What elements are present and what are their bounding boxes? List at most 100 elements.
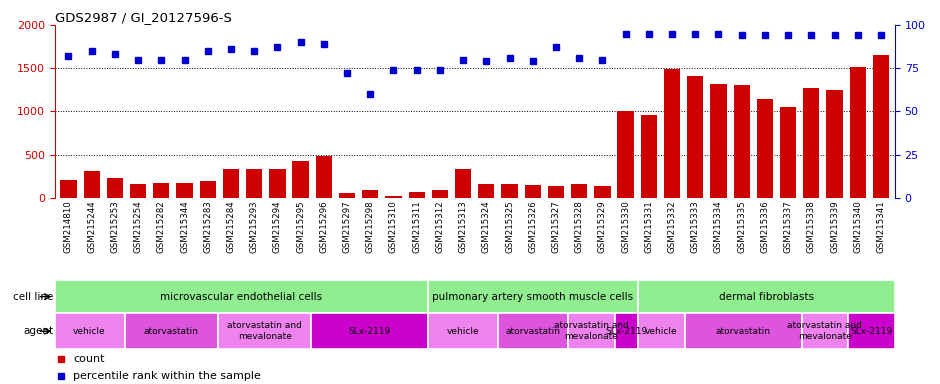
Text: atorvastatin: atorvastatin [506, 327, 560, 336]
Text: atorvastatin and
mevalonate: atorvastatin and mevalonate [227, 321, 302, 341]
Text: GSM215338: GSM215338 [807, 200, 816, 253]
Bar [548, 186, 564, 198]
Bar [687, 76, 703, 198]
Text: GSM215324: GSM215324 [482, 200, 491, 253]
Text: GSM215283: GSM215283 [203, 200, 212, 253]
Text: atorvastatin and
mevalonate: atorvastatin and mevalonate [788, 321, 862, 341]
Text: GSM215340: GSM215340 [854, 200, 862, 253]
Text: GSM215326: GSM215326 [528, 200, 538, 253]
Text: GSM215329: GSM215329 [598, 200, 607, 253]
Bar [311, 313, 428, 349]
Bar [615, 313, 638, 349]
Bar [55, 313, 124, 349]
Text: GSM215313: GSM215313 [459, 200, 467, 253]
Bar [850, 67, 866, 198]
Text: GSM215296: GSM215296 [320, 200, 328, 253]
Bar [431, 190, 448, 198]
Bar [246, 169, 262, 198]
Text: cell line: cell line [13, 291, 54, 302]
Text: GSM215297: GSM215297 [342, 200, 352, 253]
Bar [803, 88, 820, 198]
Bar [153, 183, 169, 198]
Text: GSM215332: GSM215332 [667, 200, 677, 253]
Text: microvascular endothelial cells: microvascular endothelial cells [160, 291, 322, 302]
Text: GSM215284: GSM215284 [227, 200, 235, 253]
Bar [498, 313, 568, 349]
Text: GSM215328: GSM215328 [574, 200, 584, 253]
Text: percentile rank within the sample: percentile rank within the sample [73, 371, 261, 381]
Text: GSM215333: GSM215333 [691, 200, 699, 253]
Text: GDS2987 / GI_20127596-S: GDS2987 / GI_20127596-S [55, 11, 231, 24]
Bar [802, 313, 848, 349]
Text: GSM214810: GSM214810 [64, 200, 73, 253]
Text: vehicle: vehicle [73, 327, 106, 336]
Text: GSM215334: GSM215334 [714, 200, 723, 253]
Text: atorvastatin: atorvastatin [144, 327, 198, 336]
Text: vehicle: vehicle [645, 327, 678, 336]
Text: SLx-2119: SLx-2119 [851, 327, 893, 336]
Bar [385, 195, 401, 198]
Text: GSM215325: GSM215325 [505, 200, 514, 253]
Bar [362, 190, 379, 198]
Bar [292, 161, 308, 198]
Text: GSM215341: GSM215341 [876, 200, 885, 253]
Text: GSM215293: GSM215293 [250, 200, 258, 253]
Bar [848, 313, 895, 349]
Bar [525, 185, 540, 198]
Bar [130, 184, 147, 198]
Text: GSM215331: GSM215331 [644, 200, 653, 253]
Bar [594, 186, 610, 198]
Bar [478, 184, 494, 198]
Bar [501, 184, 518, 198]
Bar [269, 169, 286, 198]
Text: GSM215335: GSM215335 [737, 200, 746, 253]
Bar [124, 313, 218, 349]
Text: vehicle: vehicle [446, 327, 479, 336]
Text: agent: agent [24, 326, 54, 336]
Bar [571, 184, 588, 198]
Text: GSM215310: GSM215310 [389, 200, 398, 253]
Bar [60, 180, 76, 198]
Text: GSM215336: GSM215336 [760, 200, 769, 253]
Text: GSM215337: GSM215337 [784, 200, 792, 253]
Bar [826, 90, 842, 198]
Bar [223, 169, 239, 198]
Bar [339, 193, 355, 198]
Bar [55, 280, 428, 313]
Bar [428, 280, 638, 313]
Bar [757, 99, 773, 198]
Text: GSM215327: GSM215327 [552, 200, 560, 253]
Bar [638, 313, 684, 349]
Bar [780, 107, 796, 198]
Bar [733, 86, 750, 198]
Bar [428, 313, 498, 349]
Text: GSM215339: GSM215339 [830, 200, 839, 253]
Text: count: count [73, 354, 104, 364]
Bar [873, 55, 889, 198]
Text: GSM215295: GSM215295 [296, 200, 306, 253]
Text: GSM215298: GSM215298 [366, 200, 375, 253]
Text: GSM215311: GSM215311 [412, 200, 421, 253]
Text: GSM215282: GSM215282 [157, 200, 165, 253]
Bar [664, 69, 681, 198]
Text: GSM215254: GSM215254 [133, 200, 143, 253]
Bar [455, 169, 471, 198]
Bar [638, 280, 895, 313]
Text: atorvastatin and
mevalonate: atorvastatin and mevalonate [554, 321, 629, 341]
Bar [177, 183, 193, 198]
Bar [641, 115, 657, 198]
Bar [107, 178, 123, 198]
Text: dermal fibroblasts: dermal fibroblasts [719, 291, 814, 302]
Text: GSM215253: GSM215253 [110, 200, 119, 253]
Bar [199, 181, 216, 198]
Text: GSM215294: GSM215294 [273, 200, 282, 253]
Text: SLx-2119: SLx-2119 [349, 327, 391, 336]
Bar [568, 313, 615, 349]
Bar [84, 170, 100, 198]
Bar [316, 156, 332, 198]
Bar [618, 111, 634, 198]
Text: GSM215344: GSM215344 [180, 200, 189, 253]
Text: atorvastatin: atorvastatin [715, 327, 771, 336]
Bar [218, 313, 311, 349]
Text: pulmonary artery smooth muscle cells: pulmonary artery smooth muscle cells [432, 291, 634, 302]
